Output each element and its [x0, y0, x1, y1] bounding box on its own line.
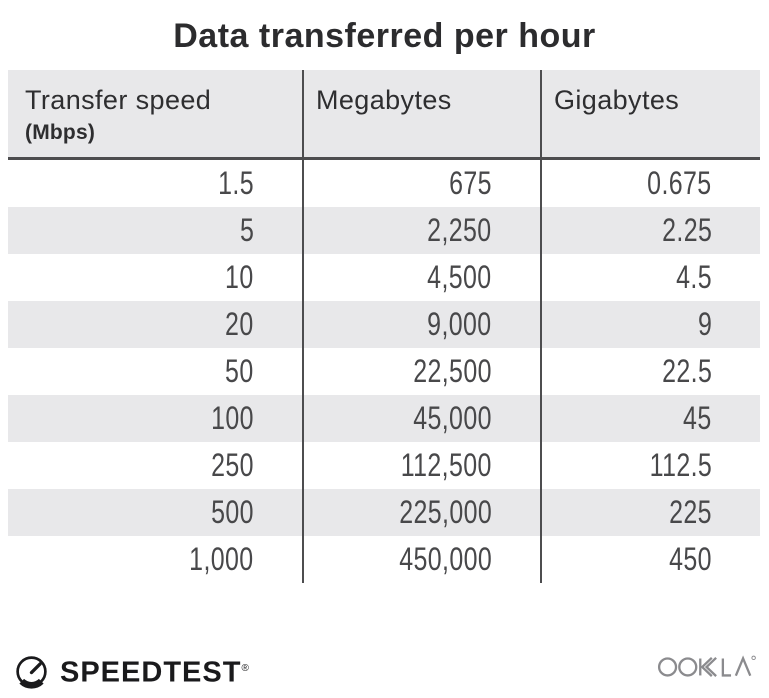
speedtest-logo: SPEEDTEST® [13, 651, 250, 691]
cell-value: 22.5 [661, 353, 712, 389]
cell-value: 250 [211, 447, 254, 483]
table-row: 250 112,500 112.5 [8, 442, 760, 489]
cell-value: 0.675 [647, 165, 712, 201]
cell-transfer-speed: 50 [8, 348, 302, 395]
header-cell-megabytes: Megabytes [302, 70, 540, 157]
cell-value: 20 [225, 306, 254, 342]
cell-transfer-speed: 1.5 [8, 160, 302, 207]
cell-value: 100 [211, 400, 254, 436]
cell-megabytes: 450,000 [302, 536, 540, 583]
cell-value: 5 [239, 212, 254, 248]
registered-trademark-symbol: ® [241, 663, 250, 675]
cell-value: 45 [683, 400, 712, 436]
table-row: 500 225,000 225 [8, 489, 760, 536]
cell-megabytes: 112,500 [302, 442, 540, 489]
header-label: Megabytes [316, 85, 452, 115]
cell-value: 4,500 [427, 259, 492, 295]
cell-gigabytes: 0.675 [540, 160, 760, 207]
cell-gigabytes: 112.5 [540, 442, 760, 489]
table-row: 50 22,500 22.5 [8, 348, 760, 395]
cell-value: 450,000 [399, 541, 492, 577]
cell-gigabytes: 22.5 [540, 348, 760, 395]
cell-gigabytes: 9 [540, 301, 760, 348]
cell-value: 10 [225, 259, 254, 295]
table-header-row: Transfer speed (Mbps) Megabytes Gigabyte… [8, 70, 760, 160]
cell-megabytes: 22,500 [302, 348, 540, 395]
cell-gigabytes: 2.25 [540, 207, 760, 254]
chart-title: Data transferred per hour [173, 17, 596, 55]
cell-gigabytes: 225 [540, 489, 760, 536]
cell-value: 225,000 [399, 494, 492, 530]
cell-transfer-speed: 5 [8, 207, 302, 254]
cell-transfer-speed: 250 [8, 442, 302, 489]
cell-transfer-speed: 1,000 [8, 536, 302, 583]
cell-value: 4.5 [676, 259, 712, 295]
cell-value: 9 [697, 306, 712, 342]
cell-megabytes: 9,000 [302, 301, 540, 348]
cell-megabytes: 675 [302, 160, 540, 207]
table-row: 1,000 450,000 450 [8, 536, 760, 583]
ookla-wordmark-icon [657, 655, 756, 677]
cell-megabytes: 2,250 [302, 207, 540, 254]
cell-megabytes: 45,000 [302, 395, 540, 442]
table-row: 20 9,000 9 [8, 301, 760, 348]
header-label: Transfer speed [25, 85, 212, 115]
speedtest-wordmark: SPEEDTEST® [60, 651, 250, 691]
cell-value: 45,000 [413, 400, 492, 436]
cell-value: 50 [225, 353, 254, 389]
cell-value: 2,250 [427, 212, 492, 248]
ookla-logo [657, 652, 757, 686]
cell-gigabytes: 45 [540, 395, 760, 442]
cell-gigabytes: 4.5 [540, 254, 760, 301]
table-row: 10 4,500 4.5 [8, 254, 760, 301]
cell-value: 2.25 [661, 212, 712, 248]
speedtest-label: SPEEDTEST [60, 657, 242, 689]
table-row: 5 2,250 2.25 [8, 207, 760, 254]
table-row: 100 45,000 45 [8, 395, 760, 442]
header-cell-transfer-speed: Transfer speed (Mbps) [8, 70, 302, 157]
cell-transfer-speed: 100 [8, 395, 302, 442]
cell-value: 9,000 [427, 306, 492, 342]
cell-value: 1,000 [189, 541, 254, 577]
cell-value: 22,500 [413, 353, 492, 389]
cell-value: 1.5 [218, 165, 254, 201]
cell-gigabytes: 450 [540, 536, 760, 583]
cell-value: 112.5 [649, 447, 712, 483]
cell-value: 225 [669, 494, 712, 530]
cell-transfer-speed: 10 [8, 254, 302, 301]
cell-megabytes: 225,000 [302, 489, 540, 536]
speedtest-gauge-icon [16, 655, 47, 689]
cell-value: 500 [211, 494, 254, 530]
table-body: 1.5 675 0.675 5 2,250 2.25 10 4,500 4.5 20 9,000 9 5… [8, 160, 760, 583]
cell-megabytes: 4,500 [302, 254, 540, 301]
cell-value: 112,500 [400, 447, 492, 483]
header-cell-gigabytes: Gigabytes [540, 70, 760, 157]
data-table: Transfer speed (Mbps) Megabytes Gigabyte… [8, 70, 760, 583]
cell-transfer-speed: 500 [8, 489, 302, 536]
cell-value: 450 [669, 541, 712, 577]
header-label: Gigabytes [554, 85, 680, 115]
cell-value: 675 [449, 165, 492, 201]
cell-transfer-speed: 20 [8, 301, 302, 348]
table-row: 1.5 675 0.675 [8, 160, 760, 207]
header-sublabel-mbps: (Mbps) [25, 121, 96, 144]
